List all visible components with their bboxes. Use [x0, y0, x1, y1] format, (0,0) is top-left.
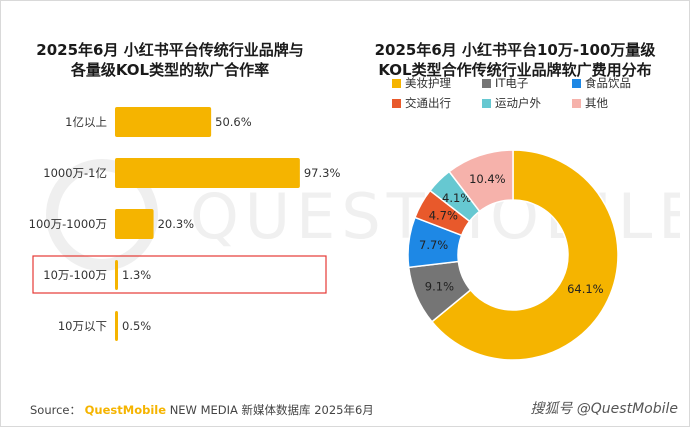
- right-title-line-2: KOL类型合作传统行业品牌软广费用分布: [378, 61, 652, 79]
- left-title-line-1: 2025年6月 小红书平台传统行业品牌与: [36, 41, 304, 59]
- right-title-line-1: 2025年6月 小红书平台10万-100万量级: [374, 41, 656, 59]
- donut-value-label: 7.7%: [419, 238, 448, 252]
- donut-slice: [448, 149, 514, 213]
- bar-value-label: 50.6%: [215, 115, 252, 129]
- donut-value-label: 64.1%: [567, 282, 604, 296]
- legend-item: 交通出行: [392, 95, 451, 111]
- legend-item: 食品饮品: [572, 75, 631, 91]
- donut-chart: 64.1% 9.1% 7.7% 4.7% 4.1% 10.4%: [407, 149, 619, 361]
- bar-value-label: 20.3%: [158, 217, 195, 231]
- left-title-line-2: 各量级KOL类型的软广合作率: [70, 61, 270, 79]
- legend-item: IT电子: [482, 75, 528, 91]
- source-rest: NEW MEDIA 新媒体数据库 2025年6月: [169, 403, 374, 417]
- legend-swatch: [482, 98, 491, 108]
- legend-label: 其他: [585, 96, 608, 110]
- bar-value-label: 97.3%: [304, 166, 341, 180]
- legend-label: IT电子: [495, 76, 529, 90]
- donut-value-label: 4.7%: [429, 209, 458, 223]
- legend-item: 运动户外: [482, 95, 541, 111]
- bar-category-label: 10万以下: [58, 319, 107, 333]
- bar: [115, 311, 118, 341]
- bar-category-label: 100万-1000万: [29, 217, 107, 231]
- bar: [115, 260, 118, 290]
- right-chart-title: 2025年6月 小红书平台10万-100万量级 KOL类型合作传统行业品牌软广费…: [350, 40, 680, 80]
- donut-value-label: 9.1%: [425, 279, 454, 293]
- donut-value-label: 4.1%: [442, 191, 471, 205]
- footer-source: Source： QuestMobile NEW MEDIA 新媒体数据库 202…: [30, 402, 374, 418]
- legend-swatch: [572, 78, 581, 88]
- bar-category-label: 10万-100万: [43, 268, 107, 282]
- legend-swatch: [392, 98, 401, 108]
- legend-label: 运动户外: [495, 96, 541, 110]
- legend-swatch: [482, 78, 491, 88]
- legend-swatch: [572, 98, 581, 108]
- left-chart-title: 2025年6月 小红书平台传统行业品牌与 各量级KOL类型的软广合作率: [20, 40, 320, 80]
- highlight-box: [32, 255, 327, 294]
- bar-value-label: 1.3%: [122, 268, 151, 282]
- bar: [115, 107, 212, 137]
- footer-credit: 搜狐号 @QuestMobile: [530, 401, 678, 417]
- source-prefix: Source：: [30, 403, 81, 417]
- legend-label: 交通出行: [405, 96, 451, 110]
- source-brand: QuestMobile: [84, 403, 167, 417]
- legend-label: 美妆护理: [405, 76, 451, 90]
- bar-value-label: 0.5%: [122, 319, 151, 333]
- bar: [115, 209, 154, 239]
- bar-chart: 1亿以上 50.6% 1000万-1亿 97.3% 100万-1000万 20.3% 10万…: [29, 107, 341, 341]
- legend-swatch: [392, 78, 401, 88]
- legend-label: 食品饮品: [585, 76, 631, 90]
- legend-item: 其他: [572, 95, 608, 111]
- donut-slice: [430, 149, 619, 361]
- bar-category-label: 1亿以上: [65, 115, 107, 129]
- legend-item: 美妆护理: [392, 75, 451, 91]
- bar: [115, 158, 300, 188]
- donut-value-label: 10.4%: [469, 172, 506, 186]
- bar-category-label: 1000万-1亿: [43, 166, 107, 180]
